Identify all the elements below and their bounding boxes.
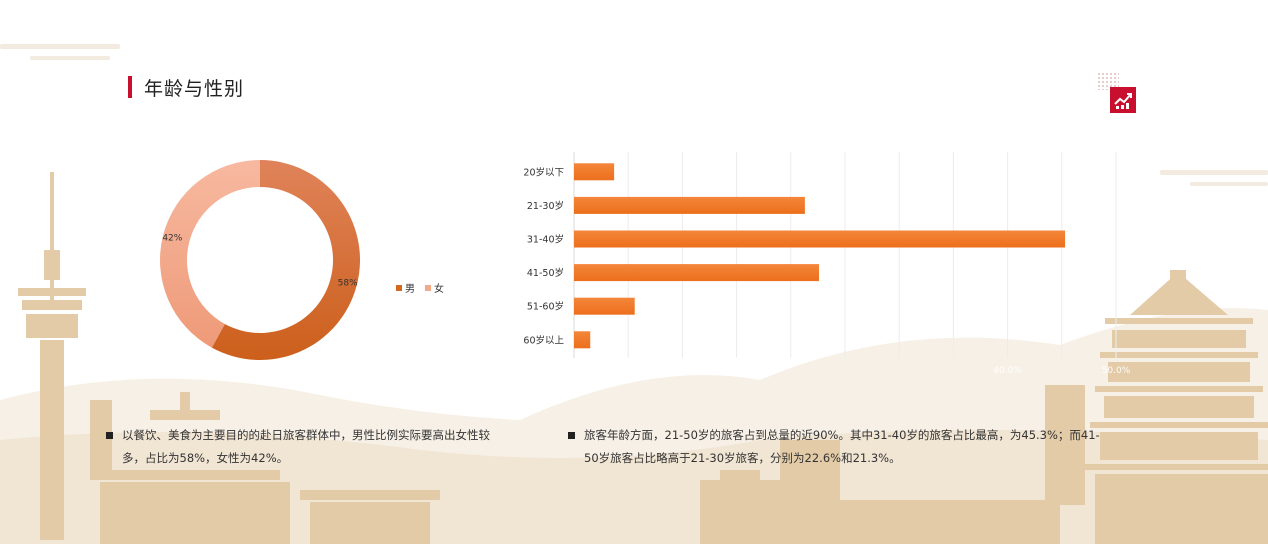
x-tick-label: 50.0% xyxy=(1102,366,1131,376)
donut-slice-male xyxy=(211,160,360,360)
bar xyxy=(574,196,805,214)
trend-chart-icon xyxy=(1110,87,1136,113)
bar xyxy=(574,297,635,315)
bar xyxy=(574,230,1066,248)
note-age: 旅客年龄方面，21-50岁的旅客占到总量的近90%。其中31-40岁的旅客占比最… xyxy=(568,424,1108,470)
bar xyxy=(574,331,591,349)
donut-legend: 男 女 xyxy=(396,280,444,295)
bar xyxy=(574,163,615,181)
legend-item-female: 女 xyxy=(425,280,444,295)
title-accent-bar xyxy=(128,76,132,98)
logo-dot-pattern xyxy=(1097,72,1119,90)
x-tick-label: 40.0% xyxy=(993,366,1022,376)
donut-slice-female xyxy=(160,160,260,348)
legend-label-male: 男 xyxy=(405,284,415,295)
page-title-text: 年龄与性别 xyxy=(144,77,245,100)
note-age-text: 旅客年龄方面，21-50岁的旅客占到总量的近90%。其中31-40岁的旅客占比最… xyxy=(584,428,1100,465)
y-tick-label: 60岁以上 xyxy=(523,334,564,346)
donut-label-male: 58% xyxy=(338,279,358,289)
y-tick-label: 31-40岁 xyxy=(527,234,564,246)
y-tick-label: 41-50岁 xyxy=(527,267,564,279)
bullet-icon xyxy=(568,432,575,439)
page-title: 年龄与性别 xyxy=(128,75,245,100)
bullet-icon xyxy=(106,432,113,439)
donut-label-female: 42% xyxy=(162,233,182,243)
y-tick-label: 20岁以下 xyxy=(523,166,564,178)
legend-swatch-female xyxy=(425,284,431,291)
bar xyxy=(574,264,819,282)
legend-item-male: 男 xyxy=(396,280,415,295)
y-tick-label: 21-30岁 xyxy=(527,200,564,212)
legend-swatch-male xyxy=(396,284,402,291)
note-gender: 以餐饮、美食为主要目的的赴日旅客群体中，男性比例实际要高出女性较多，占比为58%… xyxy=(106,424,506,470)
gender-donut-chart: 58% 42% xyxy=(160,160,360,360)
note-gender-text: 以餐饮、美食为主要目的的赴日旅客群体中，男性比例实际要高出女性较多，占比为58%… xyxy=(122,428,490,465)
y-tick-label: 51-60岁 xyxy=(527,301,564,313)
age-bar-chart: 20岁以下 21-30岁 31-40岁 41-50岁 51-60岁 60岁以上 40.0% 5… xyxy=(523,152,1131,376)
legend-label-female: 女 xyxy=(434,284,444,295)
